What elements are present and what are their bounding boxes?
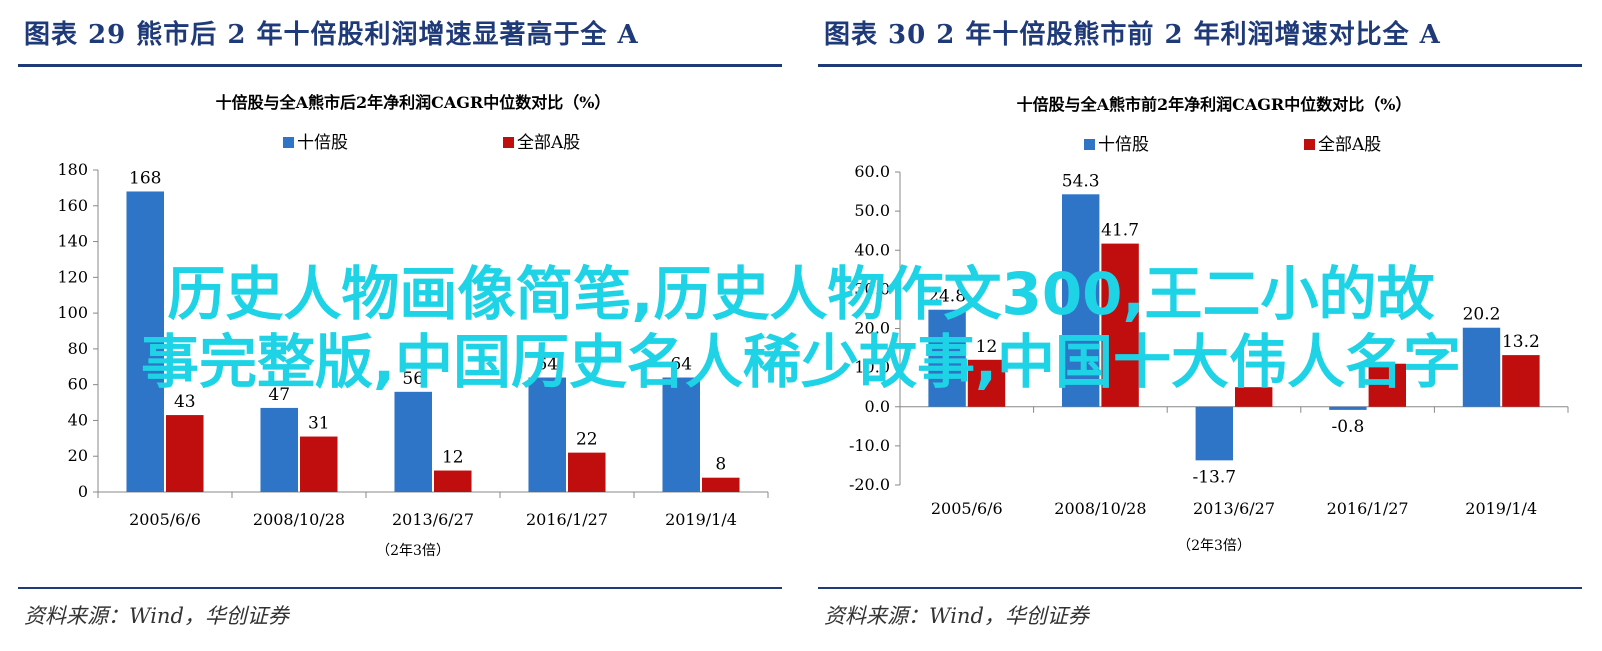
data-label: 24.8 [928,287,966,307]
y-tick-label: 40.0 [854,240,890,259]
legend-swatch [503,137,514,148]
title-rule [18,64,782,67]
bar [126,191,164,492]
figure-panel-left: 图表 29 熊市后 2 年十倍股利润增速显著高于全 A 十倍股与全A熊市后2年净… [18,0,782,651]
bar [434,470,472,492]
y-tick-label: 180 [57,160,88,179]
data-label: 20.2 [1463,305,1501,325]
y-tick-label: 140 [57,232,88,251]
y-tick-label: 40 [68,410,88,429]
bottom-rule [18,587,782,589]
bar [300,436,338,492]
bar [1329,406,1367,410]
x-tick-label: 2016/1/27 [526,510,608,529]
bar [568,452,606,492]
legend-label: 全部A股 [517,133,580,153]
y-tick-label: 50.0 [854,201,890,220]
figure-title: 图表 29 熊市后 2 年十倍股利润增速显著高于全 A [24,20,639,50]
x-tick-label: 2008/10/28 [1054,499,1146,518]
data-label: 8 [715,455,726,475]
bar [1462,327,1501,407]
legend-label: 全部A股 [1318,135,1381,155]
bar [166,415,204,492]
data-label: -0.8 [1332,417,1365,437]
x-tick-label: 2016/1/27 [1327,499,1409,518]
legend-label: 十倍股 [1098,135,1149,155]
y-tick-label: 160 [57,196,88,215]
data-label: 56 [402,369,424,389]
y-tick-label: 30.0 [854,279,890,298]
chart-title: 十倍股与全A熊市后2年净利润CAGR中位数对比（%） [216,93,611,112]
data-label: 64 [536,355,558,375]
bottom-rule [818,587,1582,589]
y-tick-label: 0 [78,482,88,501]
legend-swatch [1304,139,1315,150]
bar-chart: 十倍股与全A熊市前2年净利润CAGR中位数对比（%） 十倍股 全部A股 60.0 50.… [849,95,1569,554]
chart-note: （2年3倍） [1177,538,1251,554]
figure-title: 图表 30 2 年十倍股熊市前 2 年利润增速对比全 A [824,20,1441,50]
data-label: 168 [129,168,161,188]
bar [928,309,966,407]
y-tick-label: 10.0 [854,358,890,377]
y-tick-label: 80 [68,339,88,358]
data-label: 31 [308,414,330,434]
y-tick-label: 0.0 [865,397,890,416]
y-tick-label: -20.0 [849,475,890,494]
x-tick-label: 2013/6/27 [392,510,474,529]
title-rule [818,64,1582,67]
y-tick-label: 20 [68,446,88,465]
watermark-line-2: 事完整版,中国历史名人稀少故事,中国十大伟人名字 [140,328,1462,396]
data-label: 12 [976,337,998,357]
bar [967,359,1006,407]
bar [1502,355,1540,407]
bar [260,407,298,492]
data-label: 12 [442,448,464,468]
x-tick-label: 2005/6/6 [129,510,201,529]
figure-panel-right: 图表 30 2 年十倍股熊市前 2 年利润增速对比全 A 十倍股与全A熊市前2年… [818,0,1582,651]
legend-label: 十倍股 [297,133,348,153]
data-label: 54.3 [1062,171,1100,191]
bar [528,377,566,492]
bar [1195,406,1233,461]
y-tick-label: 60 [68,375,88,394]
source-note: 资料来源：Wind，华创证券 [824,604,1089,628]
bar [1061,194,1100,407]
data-label: 64 [670,355,692,375]
watermark-line-1: 历史人物画像简笔,历史人物作文300,王二小的故 [167,260,1435,328]
x-tick-label: 2019/1/4 [1465,499,1537,518]
watermark-overlay: 历史人物画像简笔,历史人物作文300,王二小的故 事完整版,中国历史名人稀少故事… [0,260,1602,396]
x-tick-label: 2008/10/28 [253,510,345,529]
x-tick-label: 2005/6/6 [931,499,1003,518]
chart-title: 十倍股与全A熊市前2年净利润CAGR中位数对比（%） [1017,95,1412,114]
chart-note: （2年3倍） [376,543,450,559]
bar-chart: 十倍股与全A熊市后2年净利润CAGR中位数对比（%） 十倍股 全部A股 180 160 1… [57,93,769,559]
bar [1368,363,1407,407]
y-tick-label: -10.0 [849,436,890,455]
y-tick-label: 60.0 [854,162,890,181]
data-label: 22 [576,430,598,450]
bar [1101,243,1139,407]
bar [394,391,432,492]
data-label: 43 [174,392,196,412]
data-label: 13.2 [1502,332,1540,352]
legend-swatch [283,137,294,148]
x-tick-label: 2013/6/27 [1193,499,1275,518]
data-label: 41.7 [1101,221,1139,241]
data-label: 47 [268,385,290,405]
bar [662,377,700,492]
y-tick-label: 20.0 [854,319,890,338]
x-tick-label: 2019/1/4 [665,510,737,529]
source-note: 资料来源：Wind，华创证券 [24,604,289,628]
bar [702,477,740,492]
y-tick-label: 120 [57,267,88,286]
y-tick-label: 100 [57,303,88,322]
bar [1235,387,1273,407]
data-label: -13.7 [1192,467,1236,487]
legend-swatch [1084,139,1095,150]
